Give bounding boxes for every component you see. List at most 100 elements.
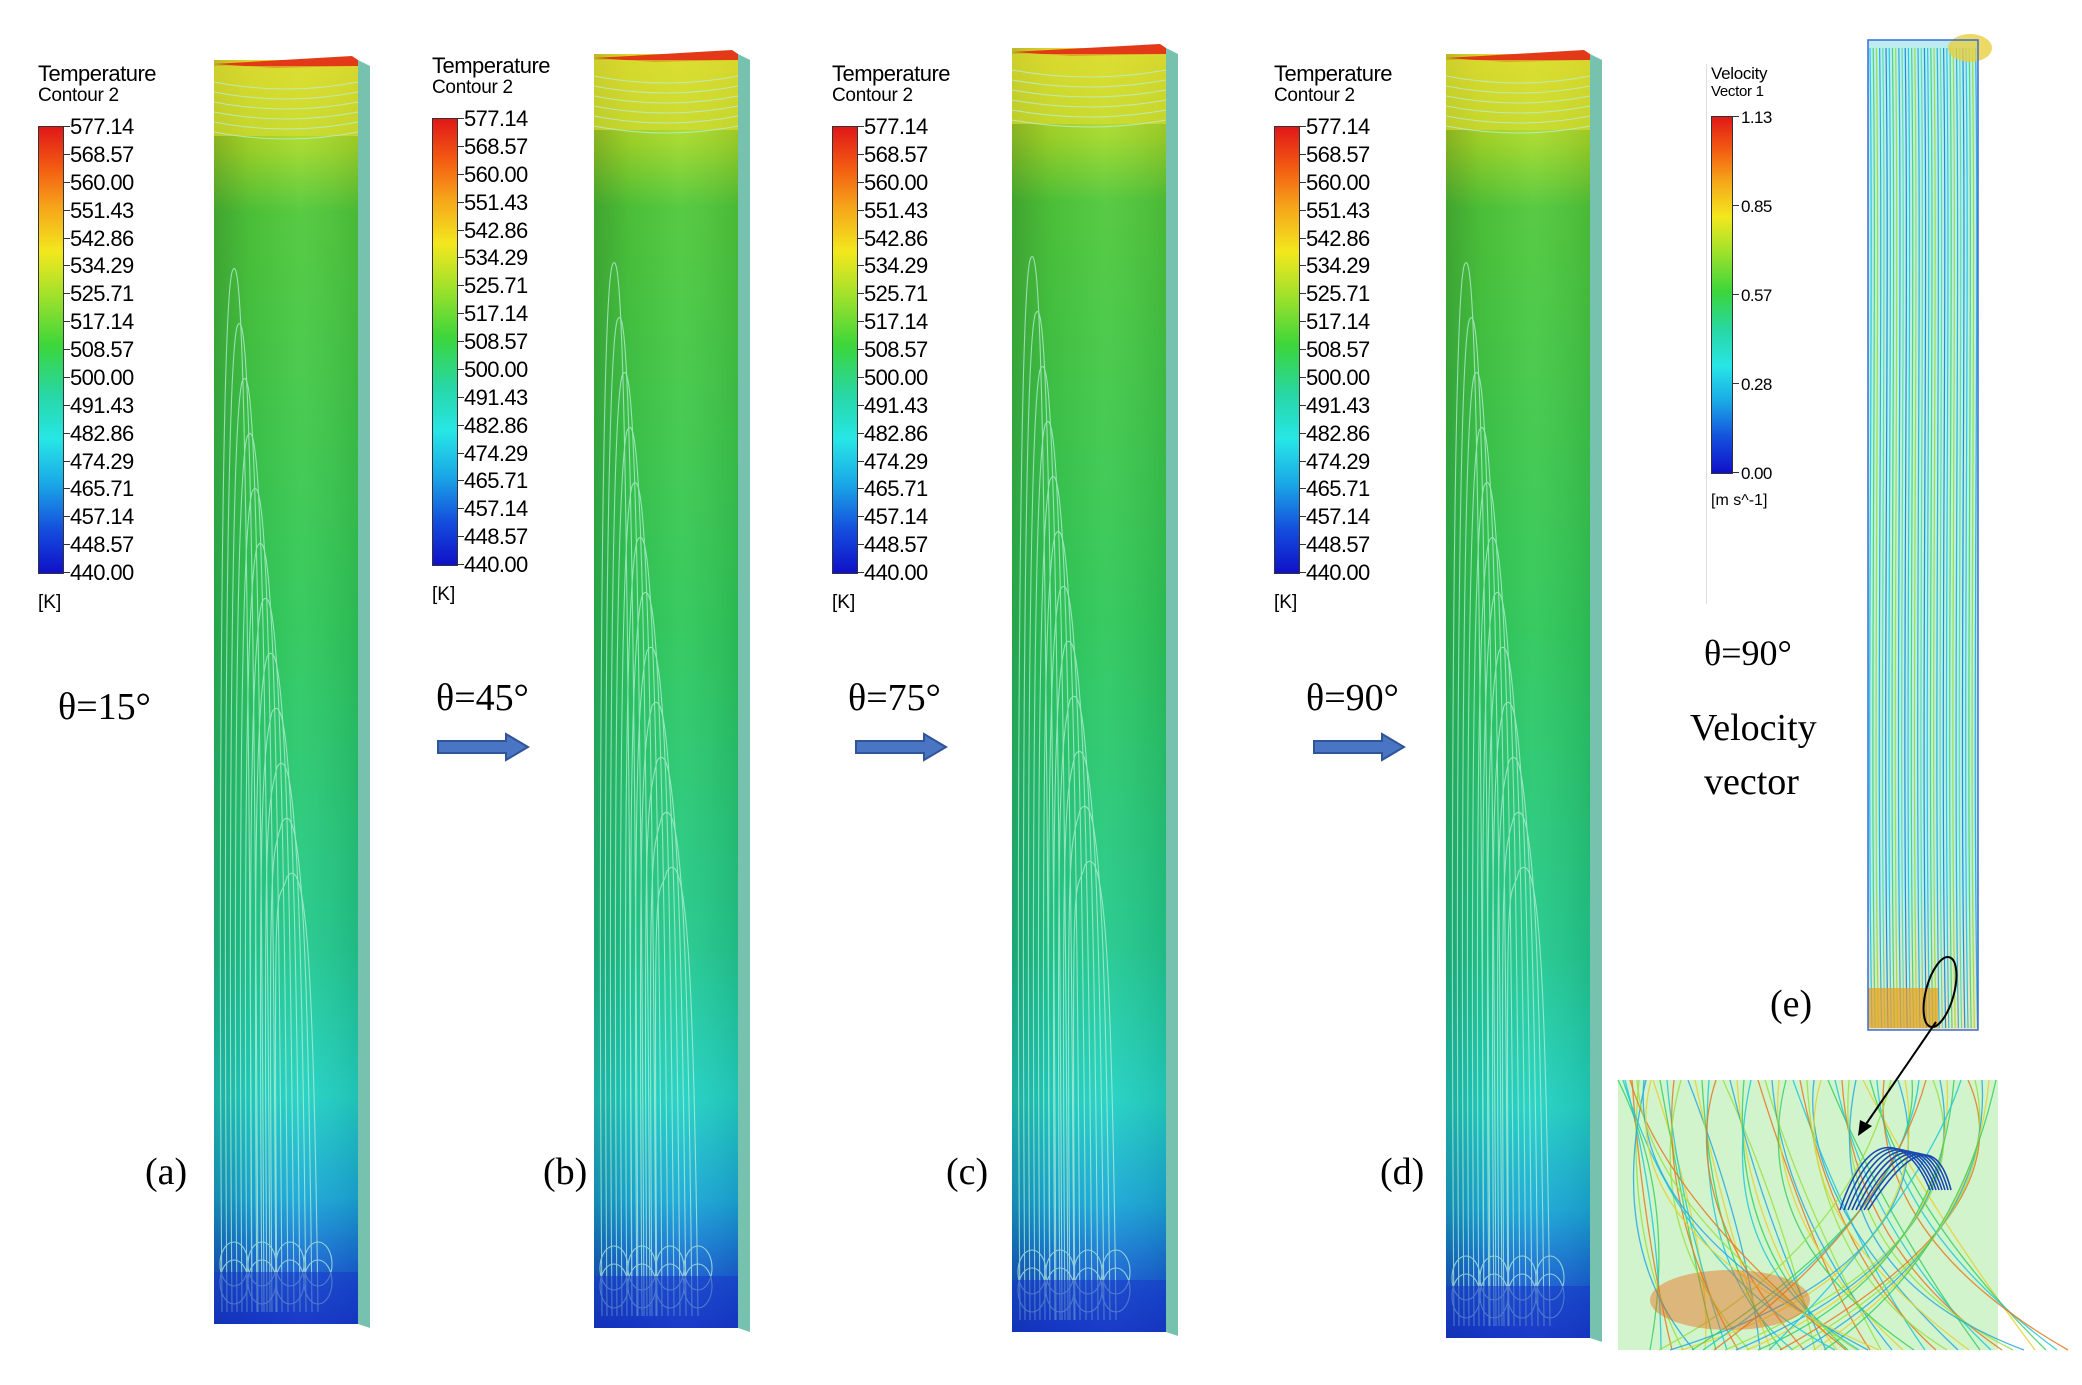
tick-mark (64, 432, 70, 434)
tick-mark (858, 432, 864, 434)
temperature-colorbar (38, 126, 64, 574)
tick-mark (64, 126, 70, 127)
tick-mark (64, 237, 70, 239)
cold-zone (1446, 1286, 1590, 1338)
inset-streamlines (1617, 1080, 2069, 1351)
top-inlet-zone (1948, 34, 1992, 62)
tick-label: 448.57 (1306, 532, 1370, 558)
inset-hot-zone (1650, 1270, 1810, 1330)
velocity-caption-line1: Velocity (1690, 707, 1817, 749)
tick-label: 577.14 (70, 114, 134, 139)
tick-label: 542.86 (70, 225, 134, 251)
tick-mark (458, 173, 464, 175)
legend-c: Temperature Contour 2 577.14 568.57 560.00… (832, 62, 992, 632)
tick-mark (858, 349, 864, 350)
legend-subtitle: Contour 2 (1274, 85, 1355, 106)
tick-label: 517.14 (464, 301, 528, 327)
temperature-contour-b (593, 50, 750, 1332)
temperature-colorbar (1274, 126, 1300, 574)
legend-subtitle: Contour 2 (832, 85, 913, 106)
tick-mark (64, 209, 70, 211)
tick-mark (1733, 205, 1739, 206)
tick-label: 542.86 (1306, 225, 1370, 251)
legend-unit: [K] (38, 592, 62, 613)
cold-zone (214, 1272, 358, 1324)
tick-label: 448.57 (864, 532, 928, 558)
tick-label: 500.00 (1306, 364, 1370, 390)
tick-mark (858, 516, 864, 518)
tick-label: 568.57 (864, 141, 928, 167)
tick-mark (1300, 349, 1306, 350)
cold-zone (1012, 1280, 1166, 1332)
tick-mark (64, 460, 70, 462)
tick-mark (458, 508, 464, 510)
tick-mark (1300, 293, 1306, 295)
hot-wedge (1012, 44, 1166, 56)
tick-label: 525.71 (864, 281, 928, 307)
tick-mark (858, 572, 864, 573)
velocity-field (1868, 40, 1978, 1030)
column-shading (1012, 48, 1166, 1332)
tick-mark (858, 404, 864, 406)
tick-mark (1300, 126, 1306, 127)
tick-label: 534.29 (1306, 253, 1370, 279)
tick-mark (64, 376, 70, 378)
legend-a: Temperature Contour 2 577.14 568.57 560.00… (38, 62, 198, 632)
tick-label: 534.29 (70, 253, 134, 279)
tick-mark (458, 564, 464, 565)
tick-label: 577.14 (864, 114, 928, 139)
tick-mark (858, 293, 864, 295)
tick-label: 542.86 (464, 217, 528, 243)
temperature-contour-a (213, 56, 370, 1328)
tick-label: 0.28 (1741, 375, 1772, 394)
tick-mark (858, 209, 864, 211)
tick-label: 525.71 (70, 281, 134, 307)
hot-wedge (214, 56, 358, 68)
tick-label: 551.43 (1306, 197, 1370, 223)
legend-subtitle: Contour 2 (432, 77, 513, 98)
tick-label: 482.86 (1306, 420, 1370, 446)
tick-mark (64, 293, 70, 295)
tick-mark (1300, 460, 1306, 462)
tick-label: 517.14 (864, 309, 928, 335)
tick-label: 457.14 (864, 504, 928, 530)
tick-mark (458, 257, 464, 259)
tick-mark (1300, 432, 1306, 434)
contour-lines (213, 81, 359, 1313)
tick-label: 482.86 (464, 412, 528, 438)
tick-label: 551.43 (864, 197, 928, 223)
arrow-right-icon (855, 732, 948, 762)
contour-lines (1011, 69, 1167, 1321)
tick-mark (64, 516, 70, 518)
panel-label-a: (a) (145, 1151, 188, 1193)
tick-label: 542.86 (864, 225, 928, 251)
tick-mark (64, 181, 70, 183)
tick-mark (458, 229, 464, 231)
tick-label: 568.57 (464, 133, 528, 159)
panel-label-e: (e) (1770, 983, 1813, 1025)
angle-label-a: θ=15° (58, 686, 151, 728)
tick-mark (1300, 376, 1306, 378)
angle-label-d: θ=90° (1306, 677, 1399, 719)
tick-mark (458, 201, 464, 203)
tick-mark (1300, 181, 1306, 183)
contour-lines (1445, 75, 1591, 1327)
tick-label: 508.57 (1306, 337, 1370, 362)
tick-label: 474.29 (70, 448, 134, 474)
temperature-colorbar (832, 126, 858, 574)
tick-label: 508.57 (70, 337, 134, 362)
tick-label: 577.14 (1306, 114, 1370, 139)
legend-unit: [K] (832, 592, 856, 613)
tick-label: 457.14 (464, 496, 528, 522)
tick-label: 448.57 (70, 532, 134, 558)
tick-mark (1733, 294, 1739, 295)
tick-label: 560.00 (464, 161, 528, 187)
zoom-arrow (1858, 956, 1958, 1136)
tick-mark (1300, 516, 1306, 518)
legend-title: Temperature (1274, 61, 1393, 86)
tick-mark (1300, 488, 1306, 490)
tick-label: 517.14 (1306, 309, 1370, 335)
legend-subtitle: Vector 1 (1711, 83, 1764, 100)
tick-label: 500.00 (864, 364, 928, 390)
legend-title: Temperature (832, 61, 951, 86)
